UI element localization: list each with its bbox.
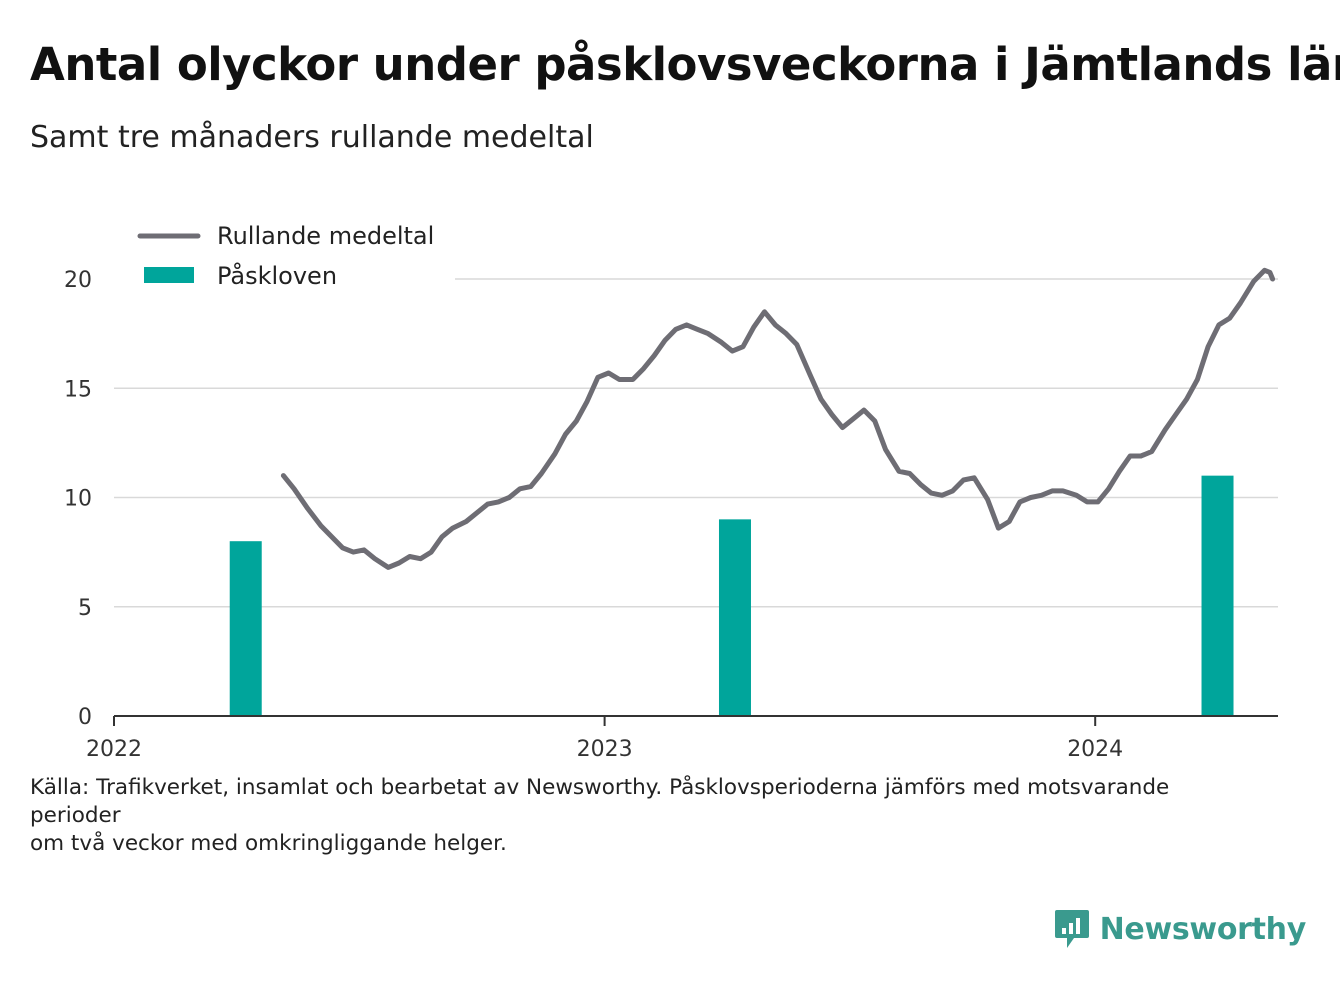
- bar-series-paskloven: [229, 475, 1234, 716]
- legend-label-line: Rullande medeltal: [217, 222, 434, 250]
- y-tick-label-15: 15: [64, 377, 92, 402]
- x-axis: 2022 2023 2024: [86, 715, 1278, 762]
- y-tick-label-20: 20: [64, 268, 92, 293]
- brand-name: Newsworthy: [1099, 911, 1307, 947]
- page-title: Antal olyckor under påsklovsveckorna i J…: [30, 38, 1340, 91]
- y-tick-label-0: 0: [78, 705, 92, 730]
- bar-3: [1201, 475, 1234, 716]
- legend: Rullande medeltal Påskloven: [105, 212, 455, 298]
- line-rullande-medeltal: [280, 267, 1276, 570]
- bar-2: [718, 519, 751, 716]
- x-tick-label-2022: 2022: [86, 737, 142, 762]
- source-line-1: Källa: Trafikverket, insamlat och bearbe…: [30, 775, 1170, 828]
- legend-label-bar: Påskloven: [217, 261, 337, 290]
- source-note: Källa: Trafikverket, insamlat och bearbe…: [30, 774, 1260, 858]
- x-tick-label-2023: 2023: [577, 737, 633, 762]
- legend-bar-swatch: [144, 267, 194, 283]
- y-tick-label-5: 5: [78, 596, 92, 621]
- bar-1: [229, 541, 262, 716]
- y-tick-label-10: 10: [64, 487, 92, 512]
- source-line-2: om två veckor med omkringliggande helger…: [30, 831, 507, 856]
- line-series-rullande-medeltal: [280, 267, 1276, 570]
- brand-logo: Newsworthy: [1054, 908, 1306, 950]
- page-subtitle: Samt tre månaders rullande medeltal: [30, 120, 594, 155]
- newsworthy-logo-icon: [1054, 910, 1089, 948]
- y-axis-tick-labels: 0 5 10 15 20: [64, 268, 92, 730]
- x-tick-label-2024: 2024: [1067, 737, 1123, 762]
- legend-background: [105, 212, 455, 298]
